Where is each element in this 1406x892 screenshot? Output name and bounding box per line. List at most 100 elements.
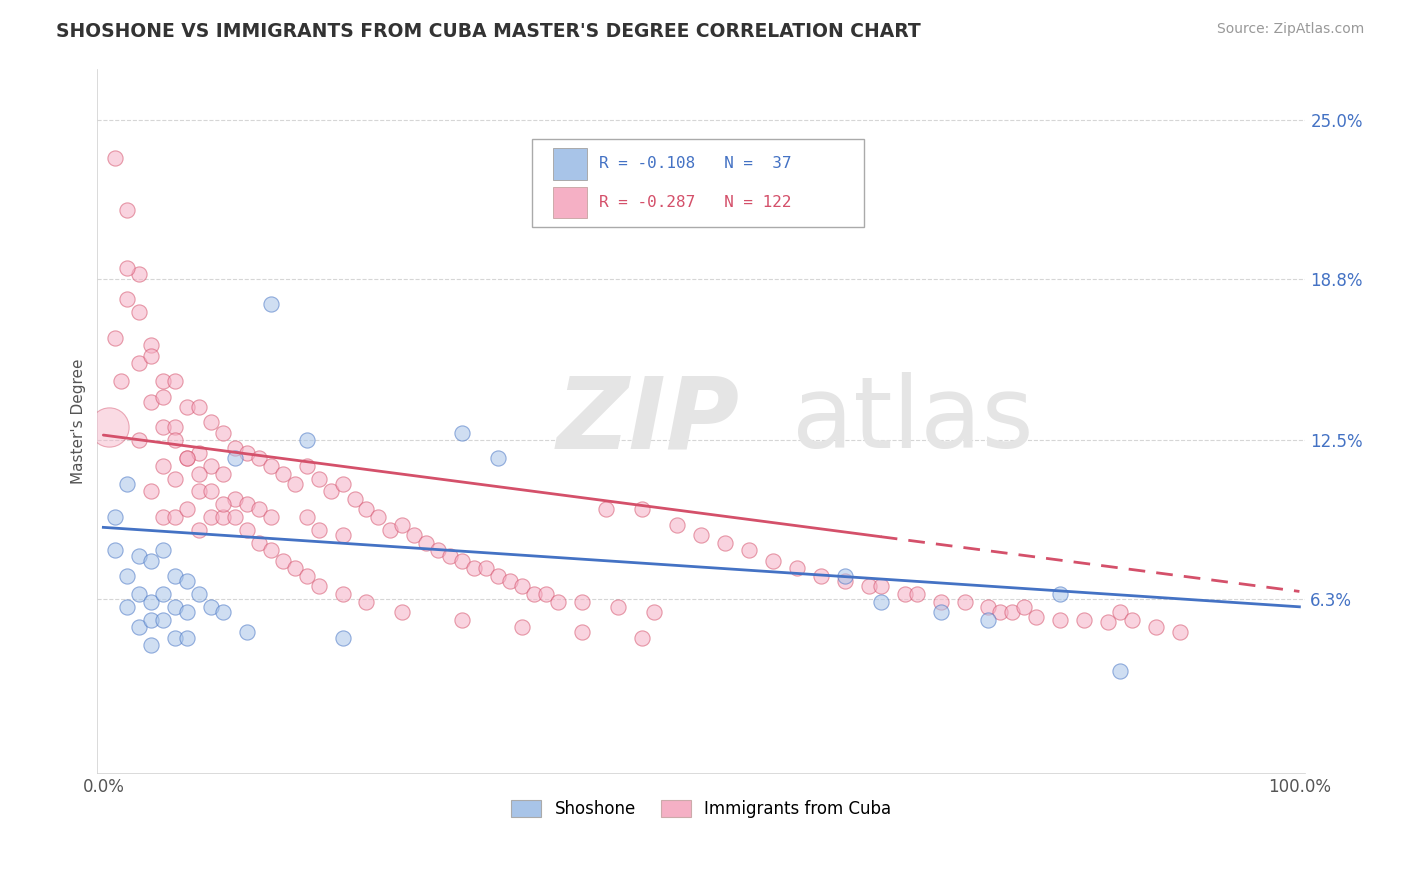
Point [152, 390, 174, 404]
Point [212, 497, 235, 511]
Point [224, 441, 246, 455]
Point [117, 569, 139, 583]
Point [905, 587, 928, 601]
Point [451, 554, 474, 568]
Point [260, 543, 283, 558]
Point [499, 574, 522, 589]
Point [571, 595, 593, 609]
Point [188, 484, 211, 499]
Point [152, 374, 174, 388]
Point [714, 535, 737, 549]
Point [128, 267, 150, 281]
Point [188, 467, 211, 481]
Point [165, 472, 187, 486]
Point [260, 510, 283, 524]
Point [332, 528, 354, 542]
Point [176, 631, 198, 645]
Point [486, 569, 509, 583]
Point [165, 569, 187, 583]
Point [176, 451, 198, 466]
Point [141, 595, 163, 609]
Point [977, 613, 1000, 627]
Point [141, 554, 163, 568]
Point [630, 502, 652, 516]
Point [212, 467, 235, 481]
Point [200, 510, 222, 524]
Point [643, 605, 665, 619]
Point [152, 458, 174, 473]
Point [834, 574, 856, 589]
Point [212, 510, 235, 524]
Point [475, 561, 498, 575]
Point [200, 415, 222, 429]
Point [762, 554, 785, 568]
Point [990, 605, 1012, 619]
Text: ZIP: ZIP [557, 373, 740, 469]
Point [152, 587, 174, 601]
Point [415, 535, 437, 549]
Point [308, 579, 330, 593]
Point [247, 502, 270, 516]
Point [332, 476, 354, 491]
Point [463, 561, 485, 575]
Point [247, 535, 270, 549]
Point [1014, 599, 1036, 614]
Point [176, 605, 198, 619]
Point [869, 579, 891, 593]
Point [141, 484, 163, 499]
Point [295, 569, 318, 583]
Point [284, 561, 307, 575]
Point [188, 523, 211, 537]
Point [165, 510, 187, 524]
Point [547, 595, 569, 609]
Point [141, 613, 163, 627]
Point [284, 476, 307, 491]
Point [165, 433, 187, 447]
Point [212, 605, 235, 619]
Point [236, 497, 259, 511]
Point [200, 484, 222, 499]
Point [260, 458, 283, 473]
Point [1049, 587, 1071, 601]
Point [104, 331, 127, 345]
Point [117, 292, 139, 306]
Point [236, 625, 259, 640]
Point [486, 451, 509, 466]
Point [977, 599, 1000, 614]
Point [128, 549, 150, 563]
Point [1073, 613, 1095, 627]
Point [128, 433, 150, 447]
Point [1144, 620, 1167, 634]
Point [104, 510, 127, 524]
Point [1025, 610, 1047, 624]
Text: R = -0.108   N =  37: R = -0.108 N = 37 [599, 156, 792, 171]
Point [858, 579, 880, 593]
Point [571, 625, 593, 640]
Point [1001, 605, 1024, 619]
Point [356, 595, 378, 609]
Point [128, 356, 150, 370]
Point [247, 451, 270, 466]
Point [929, 605, 952, 619]
Point [666, 517, 689, 532]
Point [295, 510, 318, 524]
Point [391, 517, 413, 532]
Point [869, 595, 891, 609]
Point [224, 451, 246, 466]
Point [1049, 613, 1071, 627]
Point [104, 543, 127, 558]
FancyBboxPatch shape [553, 148, 586, 179]
Point [451, 613, 474, 627]
Point [953, 595, 976, 609]
Point [104, 151, 127, 165]
Point [380, 523, 402, 537]
FancyBboxPatch shape [533, 139, 865, 227]
Point [295, 433, 318, 447]
Point [128, 587, 150, 601]
Point [810, 569, 832, 583]
Point [141, 638, 163, 652]
Point [738, 543, 761, 558]
Point [439, 549, 461, 563]
Text: atlas: atlas [792, 373, 1033, 469]
Point [319, 484, 342, 499]
